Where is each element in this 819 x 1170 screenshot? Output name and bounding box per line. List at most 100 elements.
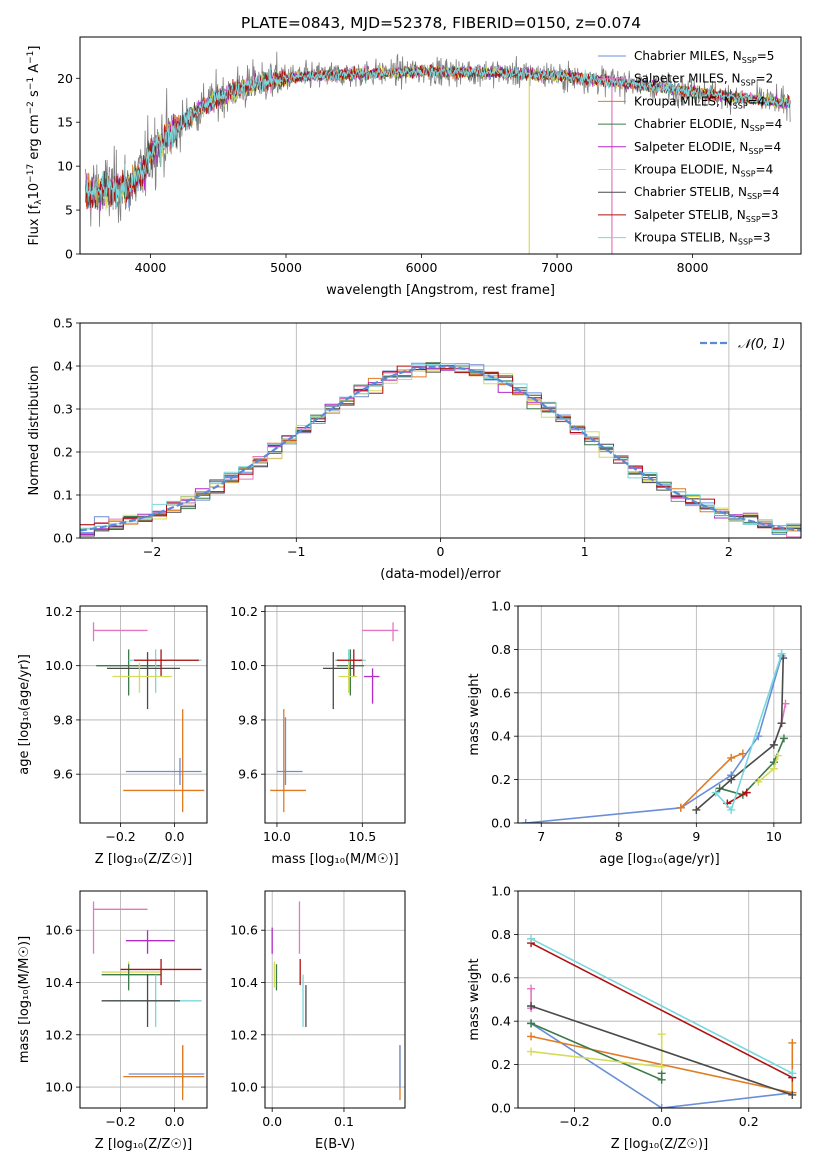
weight-marker xyxy=(527,1019,536,1028)
y-tick-label: 0.4 xyxy=(491,1014,511,1029)
x-tick-label: 0.0 xyxy=(652,1114,672,1129)
weight-marker xyxy=(727,775,736,784)
weight-marker xyxy=(769,764,778,773)
ticks: −0.2 0.0 9.6 9.8 10.0 10.2 xyxy=(45,604,184,844)
x-tick-label: 6000 xyxy=(406,260,438,275)
weight-marker xyxy=(527,1032,536,1041)
legend-label: Chabrier ELODIE, NSSP=4 xyxy=(634,117,782,133)
spectrum-panel: 4000 5000 6000 7000 8000 0 5 10 15 20 wavelength [… xyxy=(26,36,802,298)
y-tick-label: 0.1 xyxy=(53,488,73,503)
weight-marker xyxy=(711,788,720,797)
weight-marker xyxy=(657,1062,666,1071)
y-tick-label: 0.8 xyxy=(491,642,511,657)
y-tick-label: 9.8 xyxy=(53,712,73,727)
axes-frame xyxy=(264,605,406,824)
x-tick-label: 0 xyxy=(437,544,445,559)
model-spectrum-line xyxy=(85,65,791,209)
weight-marker xyxy=(769,740,778,749)
y-tick-label: 0.2 xyxy=(491,1057,511,1072)
y-tick-label: 0.0 xyxy=(53,531,73,546)
weight-marker xyxy=(788,1069,797,1078)
legend-label: Salpeter MILES, NSSP=2 xyxy=(634,72,773,88)
x-axis-label: mass [log₁₀(M/M☉)] xyxy=(271,852,398,867)
y-axis-label: Flux [fλ10−17 erg cm−2 s−1 A−1] xyxy=(26,46,44,246)
ticks: −0.2 0.0 0.2 0.0 0.2 0.4 0.6 0.8 1.0 xyxy=(491,884,759,1130)
x-tick-label: −0.2 xyxy=(105,1114,135,1129)
y-tick-label: 0.8 xyxy=(491,927,511,942)
axes-frame xyxy=(517,605,802,824)
weight-marker xyxy=(527,1047,536,1056)
x-tick-label: 9 xyxy=(692,829,700,844)
y-tick-label: 15 xyxy=(57,115,73,130)
x-axis-label: wavelength [Angstrom, rest frame] xyxy=(326,283,555,298)
axes-frame xyxy=(79,322,802,539)
weight-line xyxy=(530,942,793,1079)
x-tick-label: 2 xyxy=(725,544,733,559)
y-tick-label: 0.2 xyxy=(53,445,73,460)
y-tick-label: 0.6 xyxy=(491,685,511,700)
y-tick-label: 0.3 xyxy=(53,402,73,417)
axes-frame xyxy=(517,890,802,1109)
y-tick-label: 10.2 xyxy=(45,1027,73,1042)
y-tick-label: 9.6 xyxy=(53,767,73,782)
y-tick-label: 5 xyxy=(65,203,73,218)
x-axis-label: age [log₁₀(age/yr)] xyxy=(599,852,720,867)
x-tick-label: 7000 xyxy=(541,260,573,275)
x-tick-label: −0.2 xyxy=(559,1114,589,1129)
y-tick-label: 0.4 xyxy=(53,359,73,374)
y-tick-label: 0.0 xyxy=(491,816,511,831)
ticks: 10.0 10.5 9.6 9.8 10.0 10.2 xyxy=(230,604,376,844)
weight-marker xyxy=(657,1030,666,1039)
weight-line xyxy=(715,653,783,812)
axes-frame xyxy=(79,605,208,824)
weight-marker xyxy=(527,1002,536,1011)
figure-title: PLATE=0843, MJD=52378, FIBERID=0150, z=0… xyxy=(241,14,641,32)
x-axis-label: (data-model)/error xyxy=(380,567,501,582)
legend-label: 𝒩(0, 1) xyxy=(738,337,785,352)
plot-area xyxy=(85,51,791,254)
legend: Chabrier MILES, NSSP=5 Salpeter MILES, NS… xyxy=(598,49,782,247)
y-tick-label: 10.0 xyxy=(230,658,258,673)
y-tick-label: 10.2 xyxy=(45,604,73,619)
y-axis-label: mass weight xyxy=(467,958,482,1040)
y-tick-label: 0.5 xyxy=(53,316,73,331)
weight-marker xyxy=(777,649,786,658)
x-axis-label: Z [log₁₀(Z/Z☉)] xyxy=(95,1137,192,1152)
y-axis-label: mass weight xyxy=(467,673,482,755)
weight-marker xyxy=(779,734,788,743)
y-tick-label: 0.0 xyxy=(491,1101,511,1116)
weight-marker xyxy=(657,1104,666,1108)
y-tick-label: 10.2 xyxy=(230,604,258,619)
residuals-panel: −2 −1 0 1 2 0.0 0.1 0.2 0.3 0.4 0.5 (data-model)/er… xyxy=(27,316,802,582)
legend-label: Kroupa ELODIE, NSSP=4 xyxy=(634,163,773,179)
weight-vs-age-panel: 7 8 9 10 0.0 0.2 0.4 0.6 0.8 1.0 age [log₁₀(age/yr… xyxy=(467,599,802,867)
y-tick-label: 10.4 xyxy=(230,975,258,990)
y-axis-label: mass [log₁₀(M/M☉)] xyxy=(17,936,32,1063)
x-tick-label: −0.2 xyxy=(105,829,135,844)
ticks: 4000 5000 6000 7000 8000 0 5 10 15 20 xyxy=(57,71,708,275)
x-tick-label: 10.5 xyxy=(348,829,376,844)
legend-label: Chabrier STELIB, NSSP=4 xyxy=(634,185,780,201)
y-tick-label: 1.0 xyxy=(491,599,511,614)
x-tick-label: 10 xyxy=(766,829,782,844)
legend-label: Salpeter STELIB, NSSP=3 xyxy=(634,208,778,224)
axes-frame xyxy=(79,890,208,1109)
x-tick-label: 5000 xyxy=(270,260,302,275)
weight-marker xyxy=(727,805,736,814)
weight-marker xyxy=(738,749,747,758)
weight-vs-metallicity-panel: −0.2 0.0 0.2 0.0 0.2 0.4 0.6 0.8 1.0 Z [log₁₀(Z/Z… xyxy=(467,884,802,1152)
ticks: 7 8 9 10 0.0 0.2 0.4 0.6 0.8 1.0 xyxy=(491,599,782,845)
x-tick-label: −2 xyxy=(143,544,161,559)
y-tick-label: 9.8 xyxy=(238,712,258,727)
x-tick-label: 8 xyxy=(615,829,623,844)
weight-marker xyxy=(527,934,536,943)
y-axis-label: age [log₁₀(age/yr)] xyxy=(17,654,32,775)
weight-marker xyxy=(521,819,530,823)
weight-marker xyxy=(742,788,751,797)
y-tick-label: 0.6 xyxy=(491,970,511,985)
x-axis-label: Z [log₁₀(Z/Z☉)] xyxy=(611,1137,708,1152)
weight-marker xyxy=(788,1090,797,1099)
y-tick-label: 10.0 xyxy=(45,658,73,673)
x-tick-label: 10.0 xyxy=(263,829,291,844)
weight-line xyxy=(695,658,784,811)
